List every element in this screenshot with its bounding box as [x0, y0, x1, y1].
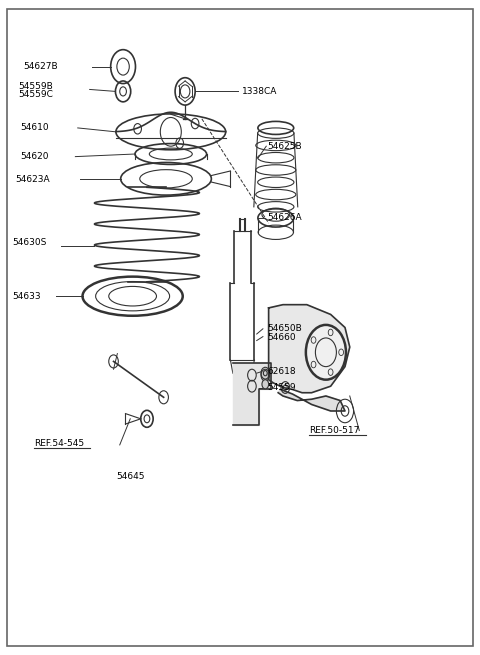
- Text: 54625B: 54625B: [268, 141, 302, 151]
- Text: REF.50-517: REF.50-517: [309, 426, 360, 435]
- Text: 1338CA: 1338CA: [242, 87, 278, 96]
- Polygon shape: [233, 364, 271, 425]
- Text: 54660: 54660: [268, 333, 296, 343]
- Text: 54630S: 54630S: [12, 238, 46, 247]
- Text: 54633: 54633: [12, 291, 40, 301]
- Text: 62618: 62618: [268, 367, 296, 376]
- Text: 54645: 54645: [116, 472, 144, 481]
- Circle shape: [306, 325, 346, 380]
- Circle shape: [262, 380, 269, 389]
- Text: 54559B: 54559B: [18, 82, 53, 90]
- Text: 54620: 54620: [21, 152, 49, 161]
- Text: 54650B: 54650B: [268, 324, 302, 333]
- Text: REF.54-545: REF.54-545: [34, 439, 84, 448]
- Text: 54623A: 54623A: [16, 175, 50, 184]
- Text: 54626A: 54626A: [268, 214, 302, 223]
- Text: 54559: 54559: [268, 383, 296, 392]
- Polygon shape: [278, 390, 345, 411]
- Text: 54610: 54610: [21, 123, 49, 132]
- Polygon shape: [269, 305, 350, 393]
- Text: 54627B: 54627B: [23, 62, 58, 71]
- Text: 54559C: 54559C: [18, 90, 53, 98]
- Circle shape: [261, 369, 270, 381]
